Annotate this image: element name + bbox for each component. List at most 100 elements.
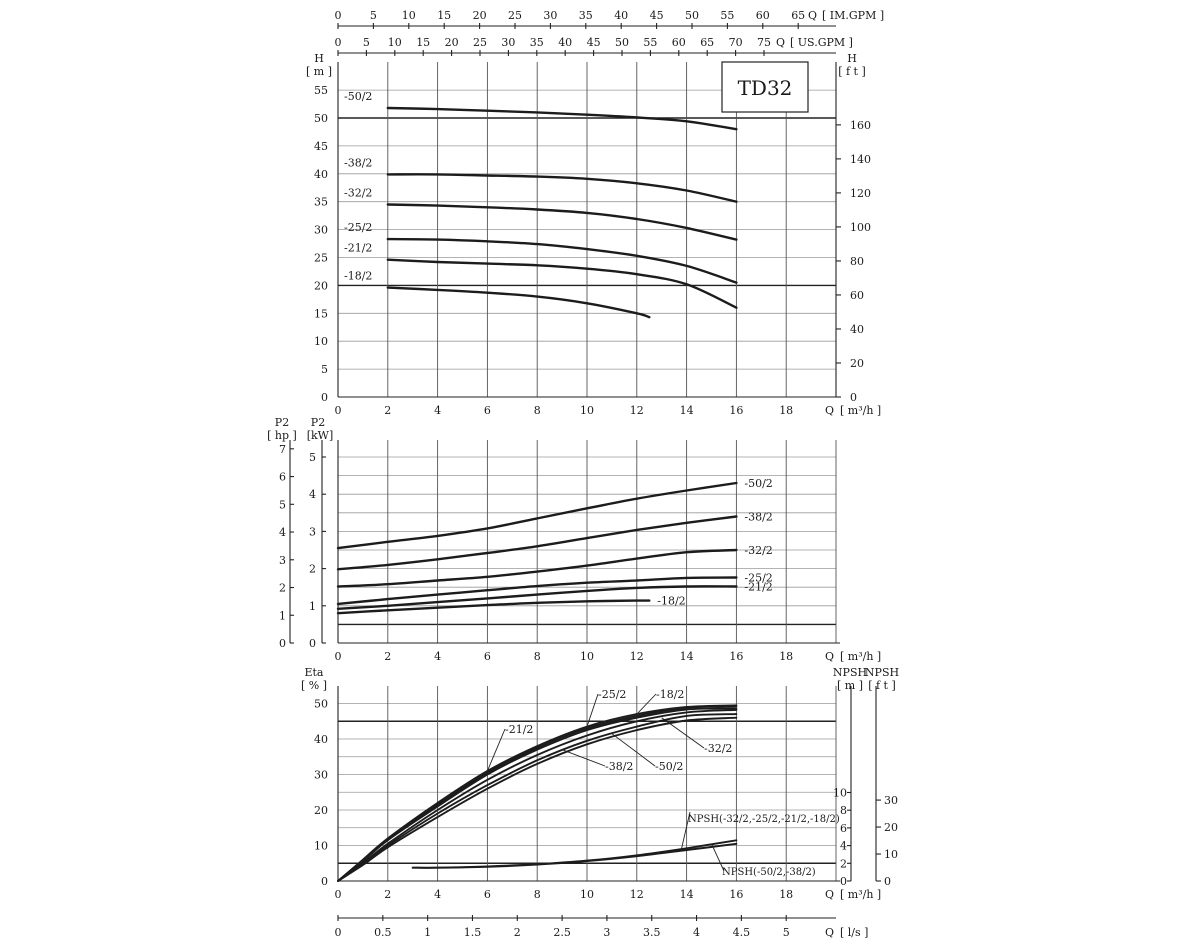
y2-tick-label: 40 bbox=[850, 323, 864, 336]
power-curve-label: -21/2 bbox=[744, 580, 772, 593]
top-scale-tick-label: 40 bbox=[614, 9, 628, 22]
x-tick-label: 14 bbox=[680, 888, 694, 901]
head-curve-label: -25/2 bbox=[344, 221, 372, 234]
npsh-ft-label: NPSH bbox=[865, 666, 899, 679]
y2-tick-label: 160 bbox=[850, 119, 871, 132]
npsh-ft-tick-label: 0 bbox=[884, 875, 891, 888]
bottom-scale-label: Q bbox=[825, 926, 834, 939]
top-scale-tick-label: 40 bbox=[558, 36, 572, 49]
y2-tick-label: 5 bbox=[279, 498, 286, 511]
y-tick-label: 50 bbox=[314, 698, 328, 711]
npsh-curve bbox=[411, 842, 738, 869]
x-axis-label: Q bbox=[825, 404, 834, 417]
efficiency-curve-label: -50/2 bbox=[655, 760, 683, 773]
x-tick-label: 16 bbox=[729, 650, 743, 663]
top-scale-tick-label: 0 bbox=[335, 9, 342, 22]
bottom-scale-tick-label: 5 bbox=[783, 926, 790, 939]
npsh-ft-tick-label: 20 bbox=[884, 821, 898, 834]
x-tick-label: 16 bbox=[729, 888, 743, 901]
top-scale-tick-label: 60 bbox=[756, 9, 770, 22]
y2-axis-label: H bbox=[847, 52, 857, 65]
x-tick-label: 12 bbox=[630, 888, 644, 901]
power-curve-label: -25/2 bbox=[744, 572, 772, 585]
top-scale-tick-label: 20 bbox=[445, 36, 459, 49]
y2-tick-label: 140 bbox=[850, 153, 871, 166]
y-tick-label: 55 bbox=[314, 84, 328, 97]
y-tick-label: 50 bbox=[314, 112, 328, 125]
y2-tick-label: 120 bbox=[850, 187, 871, 200]
top-scale-tick-label: 50 bbox=[685, 9, 699, 22]
efficiency-leader-line bbox=[561, 749, 606, 767]
efficiency-leader-line bbox=[611, 733, 656, 767]
bottom-scale-tick-label: 2.5 bbox=[553, 926, 571, 939]
bottom-scale-tick-label: 0 bbox=[335, 926, 342, 939]
y-tick-label: 25 bbox=[314, 252, 328, 265]
top-scale-tick-label: 45 bbox=[587, 36, 601, 49]
y2-tick-label: 4 bbox=[279, 526, 286, 539]
y-tick-label: 20 bbox=[314, 804, 328, 817]
top-scale-tick-label: 60 bbox=[672, 36, 686, 49]
top-scale-tick-label: 50 bbox=[615, 36, 629, 49]
top-scale-tick-label: 35 bbox=[579, 9, 593, 22]
efficiency-leader-line bbox=[661, 717, 705, 749]
x-axis-unit: [ m³/h ] bbox=[840, 888, 881, 901]
x-tick-label: 4 bbox=[434, 650, 441, 663]
npsh-ft-tick-label: 10 bbox=[884, 848, 898, 861]
y-tick-label: 40 bbox=[314, 168, 328, 181]
y-tick-label: 10 bbox=[314, 840, 328, 853]
y2-tick-label: 7 bbox=[279, 443, 286, 456]
x-tick-label: 14 bbox=[680, 650, 694, 663]
y2-tick-label: 3 bbox=[279, 554, 286, 567]
npsh-leader-line bbox=[681, 811, 691, 849]
x-tick-label: 18 bbox=[779, 404, 793, 417]
x-tick-label: 16 bbox=[729, 404, 743, 417]
top-scale-unit: [ IM.GPM ] bbox=[822, 9, 884, 22]
bottom-scale-tick-label: 0.5 bbox=[374, 926, 392, 939]
y-tick-label: 10 bbox=[314, 335, 328, 348]
bottom-scale-tick-label: 4 bbox=[693, 926, 700, 939]
power-curve bbox=[336, 481, 738, 550]
top-scale-tick-label: 75 bbox=[757, 36, 771, 49]
top-scale-tick-label: 25 bbox=[508, 9, 522, 22]
top-scale-tick-label: 70 bbox=[729, 36, 743, 49]
y-tick-label: 5 bbox=[309, 451, 316, 464]
power-curve bbox=[336, 576, 738, 606]
y-tick-label: 30 bbox=[314, 769, 328, 782]
power-curve bbox=[336, 548, 738, 588]
top-scale-tick-label: 10 bbox=[402, 9, 416, 22]
x-tick-label: 8 bbox=[534, 650, 541, 663]
efficiency-curve bbox=[337, 716, 738, 882]
y-axis-unit: [ m ] bbox=[306, 65, 332, 78]
head-curve-label: -32/2 bbox=[344, 186, 372, 199]
x-tick-label: 8 bbox=[534, 888, 541, 901]
top-scale-tick-label: 15 bbox=[416, 36, 430, 49]
head-curve bbox=[386, 173, 738, 203]
top-flow-scales: 0 5 10 15 20 25 30 35 40 45 50 55 60 65 Q[ IM.GPM ]0 5 1… bbox=[335, 9, 884, 56]
y2-tick-label: 2 bbox=[279, 582, 286, 595]
top-scale-tick-label: 15 bbox=[437, 9, 451, 22]
npsh-m-tick-label: 2 bbox=[840, 857, 847, 870]
x-axis-unit: [ m³/h ] bbox=[840, 650, 881, 663]
bottom-flow-scale: 0 0.5 1 1.5 2 2.5 3 3.5 4 4.5 5 Q [ l/s ] bbox=[335, 915, 868, 939]
x-tick-label: 10 bbox=[580, 888, 594, 901]
power-curve bbox=[336, 585, 738, 610]
npsh-m-tick-label: 4 bbox=[840, 840, 847, 853]
x-axis-label: Q bbox=[825, 888, 834, 901]
efficiency-curve-label: -18/2 bbox=[656, 688, 684, 701]
power-curve-label: -32/2 bbox=[744, 544, 772, 557]
top-scale-tick-label: 0 bbox=[335, 36, 342, 49]
x-axis-unit: [ m³/h ] bbox=[840, 404, 881, 417]
x-tick-label: 4 bbox=[434, 404, 441, 417]
y-axis-label: Eta bbox=[304, 666, 323, 679]
power-curve-label: -38/2 bbox=[744, 511, 772, 524]
bottom-scale-tick-label: 3 bbox=[603, 926, 610, 939]
x-tick-label: 0 bbox=[335, 650, 342, 663]
y-tick-label: 0 bbox=[321, 391, 328, 404]
efficiency-leader-line bbox=[636, 693, 657, 715]
head-curve bbox=[386, 203, 738, 241]
x-axis-label: Q bbox=[825, 650, 834, 663]
npsh-leader-line bbox=[711, 843, 725, 872]
x-tick-label: 12 bbox=[630, 650, 644, 663]
top-scale-tick-label: 30 bbox=[501, 36, 515, 49]
